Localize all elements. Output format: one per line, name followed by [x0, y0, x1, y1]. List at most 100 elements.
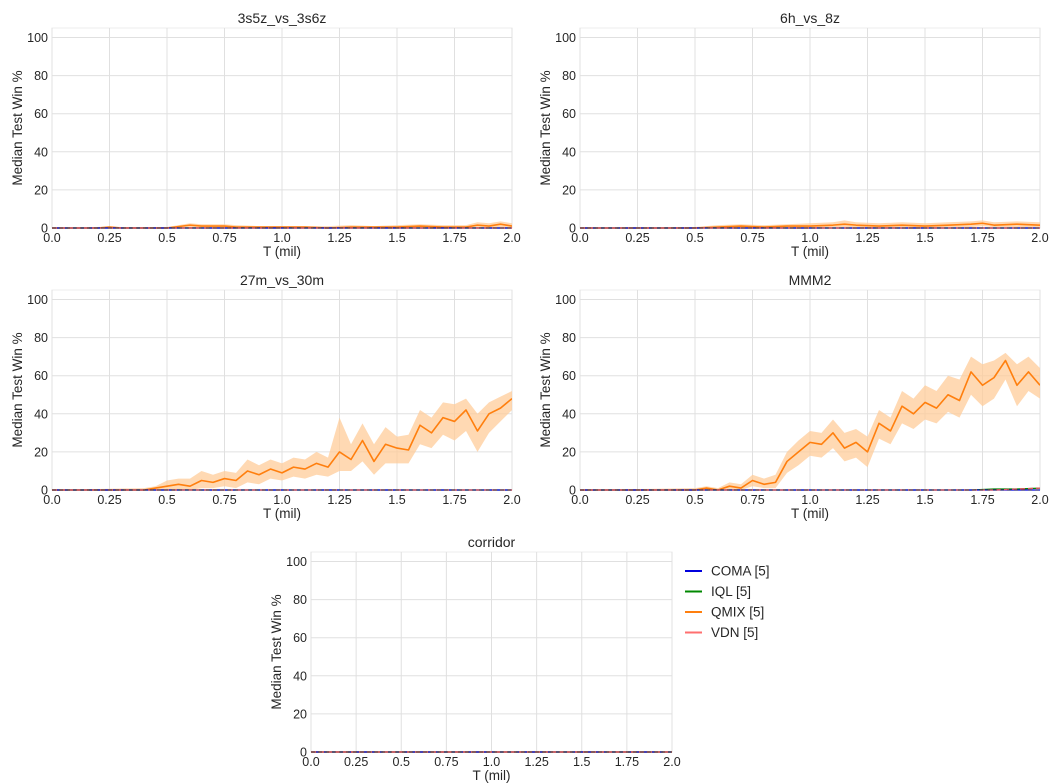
y-tick-label: 20 — [562, 445, 576, 459]
y-tick-label: 60 — [562, 107, 576, 121]
x-tick-label: 1.75 — [970, 493, 994, 507]
y-tick-label: 80 — [34, 331, 48, 345]
x-tick-label: 1.0 — [273, 493, 290, 507]
x-tick-label: 1.75 — [442, 493, 466, 507]
y-axis-label: Median Test Win % — [538, 70, 553, 185]
x-tick-label: 2.0 — [1031, 231, 1048, 245]
x-tick-label: 1.75 — [970, 231, 994, 245]
y-tick-label: 100 — [27, 31, 48, 45]
x-tick-label: 0.25 — [625, 493, 649, 507]
x-tick-label: 0.25 — [97, 493, 121, 507]
x-tick-label: 0.0 — [43, 493, 60, 507]
x-tick-label: 0.25 — [97, 231, 121, 245]
x-tick-label: 0.75 — [740, 493, 764, 507]
y-tick-label: 40 — [562, 145, 576, 159]
series-line-vdn-5 — [580, 487, 1040, 491]
x-tick-label: 2.0 — [663, 755, 680, 769]
x-tick-label: 2.0 — [503, 493, 520, 507]
x-tick-label: 0.5 — [158, 231, 175, 245]
y-tick-label: 20 — [562, 183, 576, 197]
y-tick-label: 100 — [555, 31, 576, 45]
x-tick-label: 1.25 — [524, 755, 548, 769]
x-tick-label: 0.75 — [434, 755, 458, 769]
x-tick-label: 1.0 — [801, 493, 818, 507]
y-tick-label: 0 — [41, 484, 48, 498]
panel-3s5z-vs-3s6z: 0.0 0.25 0.5 0.75 1.0 1.25 1.5 1.75 2.0 0 20 40 60 80… — [10, 10, 521, 259]
y-tick-label: 60 — [293, 631, 307, 645]
x-tick-label: 1.75 — [615, 755, 639, 769]
x-tick-label: 1.25 — [327, 231, 351, 245]
plot-series — [52, 221, 512, 229]
x-axis-label: T (mil) — [263, 244, 301, 259]
x-tick-label: 0.25 — [625, 231, 649, 245]
y-tick-label: 60 — [34, 107, 48, 121]
legend: COMA [5] IQL [5] QMIX [5] VDN [5] — [685, 564, 770, 640]
confidence-band-qmix-5 — [52, 390, 512, 490]
y-tick-label: 60 — [34, 369, 48, 383]
y-axis-label: Median Test Win % — [10, 70, 25, 185]
x-tick-label: 1.0 — [273, 231, 290, 245]
y-tick-label: 20 — [293, 707, 307, 721]
x-axis-label: T (mil) — [791, 506, 829, 521]
x-tick-label: 1.5 — [388, 493, 405, 507]
x-tick-label: 1.0 — [801, 231, 818, 245]
y-tick-label: 60 — [562, 369, 576, 383]
y-axis-label: Median Test Win % — [269, 594, 284, 709]
x-tick-label: 0.0 — [302, 755, 319, 769]
x-tick-label: 1.5 — [388, 231, 405, 245]
y-tick-label: 100 — [286, 555, 307, 569]
x-tick-label: 0.25 — [344, 755, 368, 769]
panel-6h-vs-8z: 0.0 0.25 0.5 0.75 1.0 1.25 1.5 1.75 2.0 0 20 40 60 80… — [538, 10, 1049, 259]
y-axis-label: Median Test Win % — [538, 332, 553, 447]
x-tick-label: 0.75 — [212, 493, 236, 507]
legend-label-coma-5: COMA [5] — [711, 564, 770, 579]
x-tick-label: 1.25 — [327, 493, 351, 507]
x-tick-label: 1.25 — [855, 231, 879, 245]
x-tick-label: 0.0 — [571, 493, 588, 507]
chart-title: 27m_vs_30m — [240, 272, 324, 288]
x-tick-label: 1.5 — [916, 231, 933, 245]
y-tick-label: 80 — [293, 593, 307, 607]
confidence-band-qmix-5 — [580, 352, 1040, 490]
x-tick-label: 1.5 — [916, 493, 933, 507]
panel-corridor: 0.0 0.25 0.5 0.75 1.0 1.25 1.5 1.75 2.0 0 20 40 60 80… — [269, 534, 681, 783]
y-tick-label: 0 — [569, 484, 576, 498]
x-tick-label: 2.0 — [1031, 493, 1048, 507]
x-tick-label: 1.5 — [573, 755, 590, 769]
x-tick-label: 1.75 — [442, 231, 466, 245]
y-tick-label: 40 — [562, 407, 576, 421]
y-tick-label: 80 — [562, 331, 576, 345]
legend-label-vdn-5: VDN [5] — [711, 625, 758, 640]
series-line-qmix-5 — [52, 397, 512, 491]
x-tick-label: 0.0 — [43, 231, 60, 245]
chart-title: MMM2 — [789, 272, 832, 288]
plot-series — [580, 352, 1040, 491]
y-tick-label: 40 — [293, 669, 307, 683]
y-tick-label: 80 — [34, 69, 48, 83]
x-tick-label: 1.25 — [855, 493, 879, 507]
y-tick-label: 0 — [569, 222, 576, 236]
y-tick-label: 0 — [300, 746, 307, 760]
legend-label-iql-5: IQL [5] — [711, 584, 751, 599]
panel-mmm2: 0.0 0.25 0.5 0.75 1.0 1.25 1.5 1.75 2.0 0 20 40 60 80… — [538, 272, 1049, 521]
x-axis-label: T (mil) — [791, 244, 829, 259]
y-tick-label: 0 — [41, 222, 48, 236]
x-tick-label: 0.5 — [393, 755, 410, 769]
x-tick-label: 0.75 — [740, 231, 764, 245]
chart-title: corridor — [468, 534, 516, 550]
y-tick-label: 20 — [34, 183, 48, 197]
y-tick-label: 40 — [34, 145, 48, 159]
chart-title: 3s5z_vs_3s6z — [238, 10, 327, 26]
y-axis-label: Median Test Win % — [10, 332, 25, 447]
y-tick-label: 40 — [34, 407, 48, 421]
panel-27m-vs-30m: 0.0 0.25 0.5 0.75 1.0 1.25 1.5 1.75 2.0 0 20 40 60 80… — [10, 272, 521, 521]
x-tick-label: 1.0 — [483, 755, 500, 769]
y-tick-label: 80 — [562, 69, 576, 83]
series-line-qmix-5 — [580, 359, 1040, 491]
x-tick-label: 0.5 — [686, 231, 703, 245]
plot-series — [580, 220, 1040, 229]
series-line-qmix-5 — [580, 222, 1040, 229]
y-tick-label: 100 — [555, 293, 576, 307]
plot-series — [52, 390, 512, 491]
